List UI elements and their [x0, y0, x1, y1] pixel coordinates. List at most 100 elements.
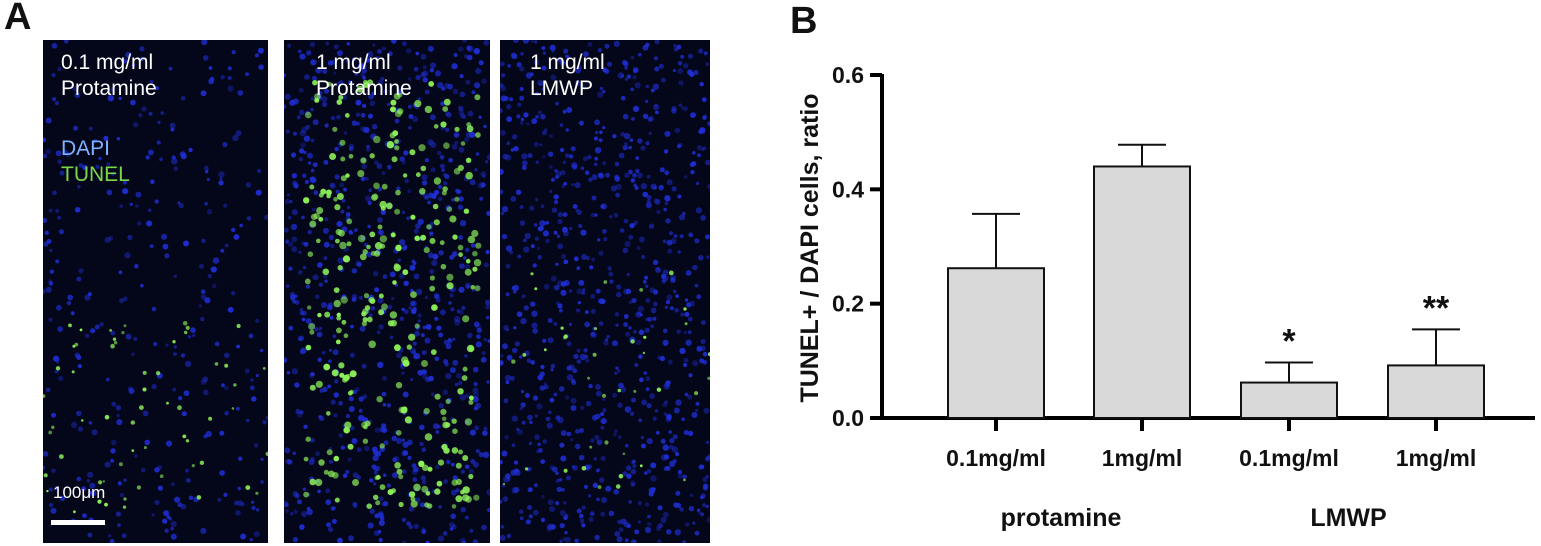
dapi-nucleus [617, 369, 621, 373]
tunel-positive-cell [72, 344, 76, 348]
dapi-nucleus [407, 455, 412, 460]
tunel-positive-cell [182, 321, 188, 326]
dapi-nucleus [374, 427, 381, 433]
dapi-nucleus [683, 362, 688, 368]
dapi-nucleus [462, 114, 467, 120]
dapi-nucleus [298, 87, 304, 93]
tunel-positive-cell [462, 486, 470, 494]
dapi-nucleus [577, 65, 582, 70]
dapi-nucleus [408, 306, 412, 310]
dapi-nucleus [284, 198, 291, 205]
dapi-nucleus [422, 77, 428, 83]
dapi-nucleus [593, 457, 598, 461]
dapi-nucleus [635, 156, 639, 160]
dapi-nucleus [617, 402, 623, 408]
dapi-nucleus [334, 146, 339, 152]
tunel-positive-cell [55, 366, 61, 371]
dapi-nucleus [696, 508, 701, 512]
dapi-nucleus [383, 89, 388, 94]
dapi-nucleus [322, 68, 328, 74]
dapi-nucleus [348, 143, 354, 149]
dapi-nucleus [446, 112, 452, 118]
dapi-nucleus [676, 44, 682, 50]
dapi-nucleus [597, 91, 604, 98]
dapi-nucleus [475, 449, 480, 454]
tunel-positive-cell [335, 238, 340, 244]
dapi-nucleus [227, 85, 234, 92]
dapi-nucleus [620, 74, 624, 78]
tunel-positive-cell [336, 99, 343, 105]
tunel-positive-cell [400, 406, 408, 414]
dapi-nucleus [696, 345, 703, 352]
dapi-nucleus [346, 205, 351, 210]
dapi-nucleus [594, 413, 601, 420]
tunel-positive-cell [394, 145, 400, 151]
tunel-positive-cell [373, 494, 379, 500]
dapi-nucleus [585, 358, 590, 363]
dapi-nucleus [445, 459, 450, 464]
dapi-nucleus [595, 390, 602, 397]
dapi-nucleus [407, 77, 412, 81]
dapi-nucleus [301, 215, 305, 220]
dapi-nucleus [520, 402, 526, 408]
tunel-positive-cell [336, 327, 342, 334]
tunel-positive-cell [455, 478, 462, 485]
tunel-positive-cell [451, 447, 459, 454]
bar [1387, 364, 1485, 420]
dapi-nucleus [519, 220, 526, 226]
dapi-nucleus [597, 48, 603, 53]
dapi-nucleus [522, 160, 528, 166]
dapi-nucleus [336, 50, 343, 57]
dapi-nucleus [559, 123, 564, 127]
dapi-nucleus [536, 449, 540, 454]
dapi-nucleus [616, 536, 623, 543]
dapi-nucleus [527, 505, 533, 510]
dapi-nucleus [406, 48, 412, 54]
tunel-positive-cell [683, 307, 687, 311]
dapi-nucleus [579, 513, 584, 519]
dapi-nucleus [652, 259, 659, 266]
dapi-nucleus [45, 148, 52, 155]
dapi-nucleus [532, 263, 537, 268]
dapi-nucleus [481, 351, 486, 356]
dapi-nucleus [654, 198, 661, 205]
tunel-positive-cell [445, 422, 451, 428]
dapi-nucleus [430, 392, 435, 397]
dapi-nucleus [578, 223, 583, 229]
tunel-positive-cell [305, 111, 312, 119]
tunel-positive-cell [385, 202, 393, 210]
dapi-nucleus [321, 96, 328, 103]
tunel-positive-cell [357, 170, 365, 178]
dapi-nucleus [523, 305, 529, 311]
dapi-nucleus [483, 262, 489, 268]
tunel-positive-cell [594, 327, 598, 331]
dapi-nucleus [565, 475, 571, 481]
dapi-nucleus [598, 321, 604, 326]
dapi-nucleus [87, 471, 94, 478]
dapi-nucleus [540, 114, 546, 120]
dapi-nucleus [505, 328, 509, 332]
tunel-positive-cell [379, 200, 387, 209]
dapi-nucleus [309, 41, 316, 48]
dapi-nucleus [312, 119, 319, 126]
tunel-positive-cell [361, 421, 368, 429]
dapi-nucleus [290, 292, 295, 297]
dapi-nucleus [510, 52, 517, 58]
dapi-nucleus [128, 386, 133, 391]
dapi-nucleus [647, 316, 653, 322]
dapi-nucleus [264, 214, 268, 220]
dapi-nucleus [428, 252, 434, 259]
dapi-nucleus [675, 399, 682, 406]
dapi-nucleus [599, 86, 604, 91]
tunel-positive-cell [439, 240, 445, 246]
dapi-nucleus [118, 481, 122, 485]
dapi-nucleus [173, 345, 177, 349]
tunel-positive-cell [618, 473, 624, 479]
dapi-nucleus [413, 354, 419, 360]
dapi-nucleus [299, 129, 306, 137]
tunel-positive-cell [318, 216, 324, 222]
dapi-nucleus [539, 220, 546, 227]
dapi-nucleus [473, 321, 480, 328]
tunel-positive-cell [364, 305, 371, 311]
dapi-nucleus [502, 153, 509, 160]
